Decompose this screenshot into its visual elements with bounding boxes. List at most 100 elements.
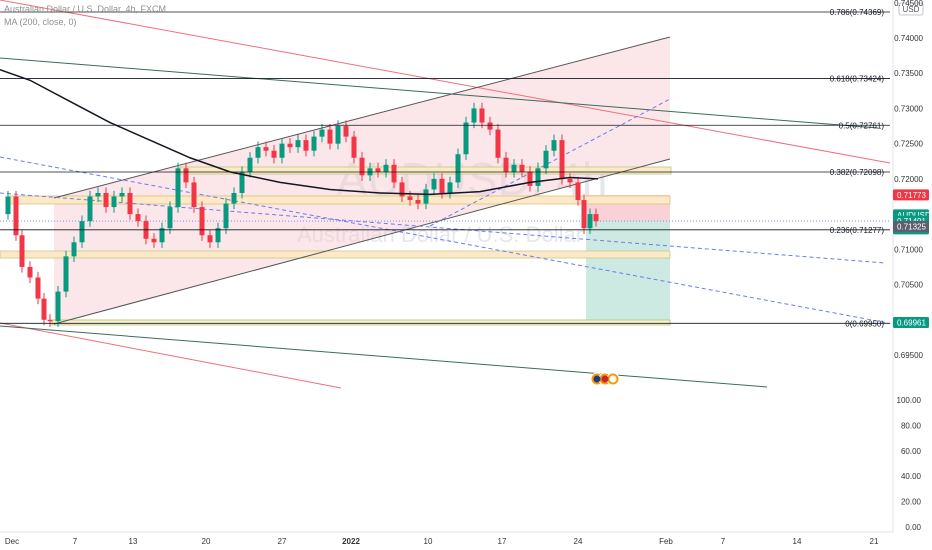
candle-body <box>471 108 477 123</box>
oscillator-tick-label: 100.00 <box>897 396 922 405</box>
candle-body <box>55 291 61 322</box>
trendline-red-lower <box>0 322 342 389</box>
candle-body <box>199 207 205 236</box>
time-tick-label: 2022 <box>342 537 360 546</box>
time-axis-layer: Dec 7 13 20 27 2022 10 17 24 Feb 7 14 21 <box>0 531 893 546</box>
candle-body <box>567 178 573 183</box>
oscillator-tick-label: 60.00 <box>901 447 922 456</box>
candle-body <box>519 164 525 172</box>
fib-level-label: 0.382(0.72098) <box>830 168 885 177</box>
watermark-name: Australian Dollar / U.S. Dollar <box>297 222 583 247</box>
time-tick-label: 20 <box>202 537 211 546</box>
price-tag-label: 0.71325 <box>897 222 926 231</box>
candle-body <box>231 192 237 204</box>
support-zone-middle <box>0 250 671 259</box>
dashed-line-1 <box>0 156 889 324</box>
price-tick-label: 0.69500 <box>894 351 923 360</box>
candle-body <box>191 182 197 208</box>
candle-body <box>327 129 333 144</box>
candle-body <box>41 298 47 320</box>
candle-body <box>359 157 365 176</box>
fib-level-label: 0.5(0.72761) <box>839 121 885 130</box>
oscillator-tick-label: 80.00 <box>901 421 922 430</box>
moving-average-layer <box>0 68 599 196</box>
candle-body <box>295 140 301 148</box>
dashed-line-3 <box>429 98 671 227</box>
price-tag-box <box>893 189 929 201</box>
candle-body <box>19 235 25 267</box>
oscillator-tick-label: 0.00 <box>905 523 921 532</box>
candle-body <box>13 196 19 236</box>
candle-body <box>335 126 341 144</box>
dashed-line-2 <box>0 192 886 264</box>
candle-body <box>503 157 509 172</box>
candle-body <box>391 164 397 183</box>
time-tick-label: 14 <box>793 537 802 546</box>
fibonacci-layer: 0.786(0.74369) 0.618(0.73424) 0.5(0.72761)… <box>0 8 890 328</box>
candle-body <box>447 182 453 193</box>
fib-level-label: 0.618(0.73424) <box>830 75 885 84</box>
indicator-label[interactable]: MA (200, close, 0) <box>4 17 77 27</box>
channel-lower-line <box>53 158 671 325</box>
candle-body <box>135 214 141 222</box>
fib-level-label: 0(0.69950) <box>845 319 884 328</box>
price-tick-label: 0.73000 <box>894 104 923 113</box>
candle-body <box>87 196 93 222</box>
price-tick-label: 0.71000 <box>894 245 923 254</box>
candles-layer <box>5 102 599 327</box>
price-tag-label: AUDUSD <box>897 211 931 220</box>
candle-body <box>431 178 437 190</box>
candle-body <box>319 129 325 137</box>
candle-body <box>543 150 549 169</box>
symbol-title: Australian Dollar / U.S. Dollar, 4h, FXC… <box>4 4 167 14</box>
channel-upper-line <box>53 36 671 199</box>
fib-level-label: 0.236(0.71277) <box>830 226 885 235</box>
candle-body <box>223 203 229 229</box>
time-tick-label: 7 <box>721 537 726 546</box>
price-tick-label: 0.72500 <box>894 140 923 149</box>
currency-badge-box <box>898 2 924 16</box>
candle-body <box>263 147 269 151</box>
candle-body <box>383 164 389 172</box>
price-axis-layer: 0.74500 0.74000 0.73500 0.73000 0.72500 0.720… <box>892 0 924 532</box>
candle-body <box>159 228 165 243</box>
candle-body <box>423 189 429 204</box>
time-tick-label: Dec <box>5 537 19 546</box>
candle-body <box>167 207 173 229</box>
candle-body <box>439 178 445 193</box>
candle-body <box>279 143 285 158</box>
candle-body <box>71 242 77 257</box>
candle-body <box>343 126 349 137</box>
time-tick-label: 10 <box>424 537 433 546</box>
oscillator-axis-layer: 100.00 80.00 60.00 40.00 20.00 0.00 <box>897 396 922 532</box>
candle-body <box>399 182 405 197</box>
time-tick-label: 27 <box>278 537 287 546</box>
candle-body <box>119 192 125 197</box>
candle-body <box>215 228 221 243</box>
support-zone-bottom <box>51 319 671 326</box>
candle-body <box>375 168 381 172</box>
trendline-green-upper <box>0 57 879 129</box>
resistance-zone-top <box>179 166 672 175</box>
candle-body <box>287 143 293 148</box>
candle-body <box>463 122 469 155</box>
time-tick-label: Feb <box>659 537 673 546</box>
price-tick-label: 0.73500 <box>894 69 923 78</box>
candle-body <box>581 200 587 229</box>
price-tag-label: 0.69961 <box>897 319 926 328</box>
candle-body <box>559 140 565 179</box>
candle-body <box>111 196 117 208</box>
candle-body <box>95 192 101 197</box>
candle-body <box>495 129 501 158</box>
trendlines-layer <box>0 0 891 389</box>
economic-events-icon[interactable] <box>590 372 620 386</box>
candle-body <box>183 168 189 183</box>
candle-body <box>311 136 317 151</box>
currency-badge[interactable]: USD <box>903 5 920 14</box>
price-tick-label: 0.72000 <box>894 175 923 184</box>
take-profit-zone <box>586 221 670 323</box>
candle-body <box>255 147 261 158</box>
candle-body <box>415 200 421 204</box>
candle-body <box>239 171 245 193</box>
